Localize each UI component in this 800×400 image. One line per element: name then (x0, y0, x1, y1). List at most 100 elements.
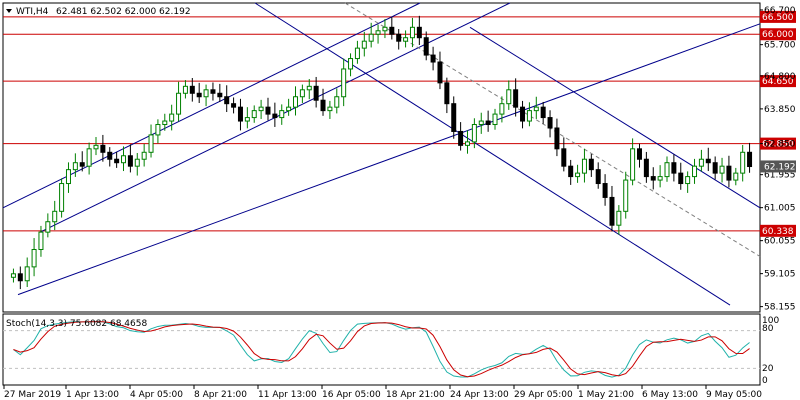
candle (182, 80, 188, 99)
candle-body (396, 33, 402, 42)
level-price-tag (760, 10, 796, 23)
candle-body (471, 124, 477, 143)
candle (162, 113, 168, 131)
current-price-tag (760, 160, 796, 173)
candle (79, 151, 85, 172)
candle-body (526, 110, 532, 122)
candle (451, 96, 457, 139)
candle (520, 100, 526, 129)
candle (265, 97, 271, 121)
candle-body (203, 89, 209, 98)
candle-body (623, 179, 629, 212)
time-tick-label: 6 May 13:00 (642, 390, 698, 400)
time-tick-label: 9 May 05:00 (706, 390, 762, 400)
candle-body (38, 231, 44, 251)
candle (203, 84, 209, 107)
candle (492, 108, 498, 130)
level-price-tag (760, 75, 796, 88)
candle-body (403, 37, 409, 42)
candle-body (114, 158, 120, 164)
candle (354, 40, 360, 64)
level-price-label: 60.338 (762, 227, 794, 237)
candle (464, 130, 470, 154)
candle (561, 137, 567, 172)
uptrend-channel-lower[interactable] (17, 23, 761, 296)
chart-axes: 66.700 65.700 64.800 63.850 62.850 61.955 61.0… (3, 6, 796, 400)
candle (609, 185, 615, 232)
candle (320, 88, 326, 116)
candle-body (485, 120, 491, 126)
candle (458, 122, 464, 151)
candle-body (286, 106, 292, 112)
candle-body (334, 96, 340, 108)
candle (554, 118, 560, 157)
candle-body (313, 85, 319, 101)
candle (416, 15, 422, 46)
candle (299, 84, 305, 103)
candle-body (499, 103, 505, 115)
candle-body (59, 183, 65, 212)
candle-body (719, 165, 725, 174)
candle-body (251, 110, 257, 119)
candle (45, 213, 51, 238)
candle-body (630, 148, 636, 181)
candle-body (416, 26, 422, 39)
candle (678, 162, 684, 190)
level-price-label: 64.650 (762, 77, 794, 87)
candle-body (478, 120, 484, 126)
horizontal-levels[interactable]: 66.500 66.000 64.650 62.850 60.338 (3, 10, 796, 237)
time-tick-label: 18 Apr 21:00 (386, 390, 445, 400)
candle (705, 147, 711, 172)
candle (630, 138, 636, 186)
candle-body (86, 148, 92, 167)
candle (568, 159, 574, 185)
stoch-scale-20: 20 (762, 364, 774, 374)
candle-body (506, 89, 512, 105)
candle (155, 119, 161, 144)
candle-body (643, 158, 649, 178)
candle (196, 82, 202, 103)
candle (623, 171, 629, 219)
candle-body (134, 158, 140, 167)
candle (52, 200, 58, 231)
candle-body (265, 106, 271, 115)
candle-body (107, 151, 113, 160)
candle (210, 82, 216, 101)
main-pane-border (2, 2, 761, 313)
candle-body (72, 162, 78, 171)
candle-body (162, 120, 168, 126)
candle-body (664, 162, 670, 178)
candle (478, 112, 484, 134)
candle-body (320, 99, 326, 112)
level-price-tag (760, 137, 796, 150)
candle-body (169, 113, 175, 122)
candle (38, 225, 44, 257)
candle-body (740, 151, 746, 174)
candle-body (24, 266, 30, 282)
candle (719, 157, 725, 183)
candle-body (609, 196, 615, 226)
candle-body (100, 144, 106, 153)
candle (430, 46, 436, 71)
uptrend-channel-upper[interactable] (2, 2, 421, 209)
candle (616, 205, 622, 235)
candle-body (182, 85, 188, 94)
candle (59, 178, 65, 218)
candle-body (657, 176, 663, 181)
stoch-scale-80: 80 (762, 324, 774, 334)
candle-body (409, 26, 415, 39)
downtrend-channel-upper[interactable] (469, 26, 761, 209)
level-price-label: 62.850 (762, 140, 794, 150)
candle (361, 31, 367, 57)
level-price-tag (760, 224, 796, 237)
candle-body (189, 85, 195, 94)
time-tick-label: 1 May 21:00 (578, 390, 634, 400)
candle-body (10, 273, 16, 278)
downtrend-channel-lower[interactable] (254, 2, 731, 306)
candle (251, 105, 257, 123)
candle-body (348, 58, 354, 70)
candle-body (217, 92, 223, 98)
chart-menu-arrow-icon[interactable] (6, 9, 12, 13)
price-tick-label: 61.005 (764, 204, 796, 214)
